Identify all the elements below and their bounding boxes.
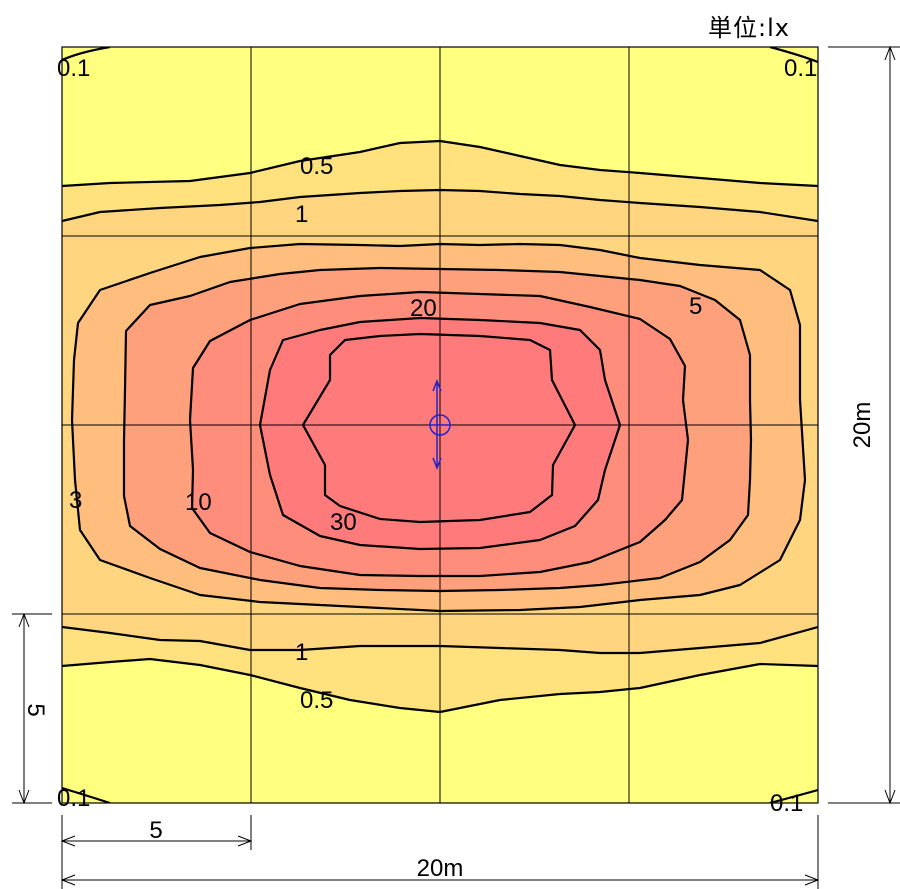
label-corner-bottom-right: 0.1	[770, 790, 803, 817]
label-30: 30	[330, 509, 357, 536]
zone-40	[303, 334, 575, 522]
height-dimension	[828, 45, 900, 805]
label-corner-top-right: 0.1	[784, 55, 817, 82]
width-dimension	[60, 815, 820, 889]
label-20: 20	[410, 295, 437, 322]
contour-10	[188, 290, 690, 578]
grid-spacing-x-label: 5	[149, 817, 162, 844]
label-top-1: 1	[295, 201, 308, 228]
grid-spacing-x-dimension	[60, 815, 253, 889]
label-10: 10	[185, 489, 212, 516]
contour-0-5-top	[62, 139, 818, 188]
unit-label: 単位:lx	[708, 14, 790, 42]
contour-0-5-bottom	[62, 657, 818, 714]
contour-20	[258, 316, 622, 551]
contour-0-1-bottom-right	[769, 788, 818, 803]
label-5: 5	[689, 293, 702, 320]
contour-0-1-top-right	[769, 47, 818, 64]
label-corner-top-left: 0.1	[57, 55, 90, 82]
grid-lines	[62, 47, 818, 803]
grid-spacing-y-dimension	[12, 612, 52, 805]
contour-0-1-bottom-left	[62, 786, 111, 803]
grid-spacing-y-label: 5	[22, 703, 49, 716]
label-3: 3	[69, 487, 82, 514]
label-top-0-5: 0.5	[300, 153, 333, 180]
label-bottom-1: 1	[295, 639, 308, 666]
plot-border	[61, 46, 819, 804]
contour-0-1-top-left	[62, 47, 111, 62]
contour-5	[122, 266, 753, 593]
contour-lines	[62, 47, 818, 803]
contour-1-bottom	[62, 625, 818, 655]
contour-30	[301, 332, 577, 524]
label-bottom-0-5: 0.5	[300, 687, 333, 714]
contour-value-labels: 0.1 0.1 0.1 0.1 0.5 1 1 0.5 3 5 10 20 30	[57, 55, 817, 817]
height-label: 20m	[849, 402, 876, 449]
light-fixture-icon	[429, 378, 451, 471]
contour-3	[70, 242, 807, 613]
label-corner-bottom-left: 0.1	[57, 785, 90, 812]
width-label: 20m	[417, 855, 464, 882]
contour-1-top	[62, 188, 818, 223]
